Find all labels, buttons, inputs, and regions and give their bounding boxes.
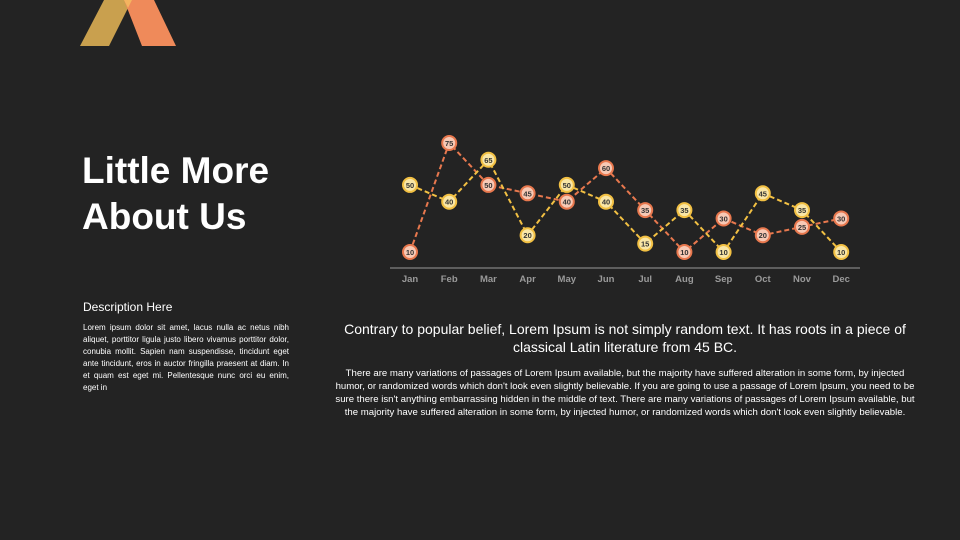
logo-right-shape	[124, 0, 176, 46]
series-2-point	[441, 193, 458, 210]
series-2-point	[519, 227, 536, 244]
brand-logo	[80, 0, 176, 46]
series-1-data-label: 75	[445, 139, 453, 148]
series-1-point	[754, 227, 771, 244]
series-1-data-label: 45	[523, 189, 531, 198]
x-tick-label: Feb	[441, 274, 458, 285]
series-1-data-label: 40	[563, 198, 571, 207]
series-2-point	[676, 202, 693, 219]
x-tick-label: Aug	[675, 274, 694, 285]
x-tick-label: Nov	[793, 274, 812, 285]
x-tick-label: Jun	[598, 274, 615, 285]
series-1-data-label: 10	[406, 248, 414, 257]
series-1-point	[833, 210, 850, 227]
series-1-point	[637, 202, 654, 219]
series-2-data-label: 35	[798, 206, 806, 215]
x-tick-label: Sep	[715, 274, 733, 285]
x-tick-label: Jan	[402, 274, 419, 285]
series-1-point	[480, 176, 497, 193]
series-1-data-label: 35	[641, 206, 649, 215]
series-1-data-label: 30	[719, 214, 727, 223]
series-1-point	[441, 135, 458, 151]
series-1-data-label: 30	[837, 214, 845, 223]
series-1-point	[558, 193, 575, 210]
series-2-data-label: 20	[523, 231, 531, 240]
x-tick-label: May	[558, 274, 577, 285]
series-2-data-label: 40	[445, 198, 453, 207]
series-2-data-label: 15	[641, 240, 649, 249]
series-2-point	[598, 193, 614, 210]
series-1-data-label: 10	[680, 248, 688, 257]
x-tick-label: Mar	[480, 274, 497, 285]
description-body: Lorem ipsum dolor sit amet, lacus nulla …	[83, 323, 289, 392]
series-1-point	[402, 244, 418, 260]
line-chart: Jan Feb Mar Apr May Jun Jul Aug Sep Oct Nov Dec 10 75…	[390, 135, 860, 285]
series-1-point	[519, 185, 536, 202]
series-2-point	[715, 244, 732, 260]
series-2-data-label: 40	[602, 198, 610, 207]
series-1-point	[794, 218, 810, 235]
series-1-point	[676, 244, 693, 260]
series-1-point	[598, 160, 614, 177]
logo-left-shape	[80, 0, 132, 46]
series-2-point	[637, 235, 654, 252]
series-1-data-label: 60	[602, 164, 610, 173]
series-1-point	[715, 210, 732, 227]
series-2-point	[558, 176, 575, 193]
lead-paragraph: Contrary to popular belief, Lorem Ipsum …	[344, 321, 906, 355]
series-2-data-label: 10	[837, 248, 845, 257]
series-2-point	[794, 202, 810, 219]
series-2-point	[480, 151, 497, 168]
x-tick-label: Apr	[519, 274, 536, 285]
series-2-data-label: 50	[563, 181, 571, 190]
series-2-data-label: 50	[406, 181, 414, 190]
page-title: Little More About Us	[82, 150, 270, 237]
description-heading: Description Here	[83, 300, 173, 314]
x-tick-label: Jul	[638, 274, 652, 285]
series-2-point	[833, 244, 850, 260]
series-2-data-label: 35	[680, 206, 688, 215]
series-2-data-label: 10	[719, 248, 727, 257]
body-paragraph: There are many variations of passages of…	[335, 368, 915, 418]
series-2-point	[754, 185, 771, 202]
series-1-data-label: 25	[798, 223, 806, 232]
series-1-data-label: 20	[759, 231, 767, 240]
series-2-data-label: 45	[759, 189, 767, 198]
series-1-line	[409, 141, 842, 254]
series-2-line	[409, 158, 842, 254]
series-2-data-label: 65	[484, 156, 492, 165]
x-tick-label: Oct	[755, 274, 772, 285]
series-1-data-label: 50	[484, 181, 492, 190]
x-tick-label: Dec	[832, 274, 849, 285]
logo-overlap-shape	[124, 0, 132, 8]
series-2-point	[402, 176, 418, 193]
